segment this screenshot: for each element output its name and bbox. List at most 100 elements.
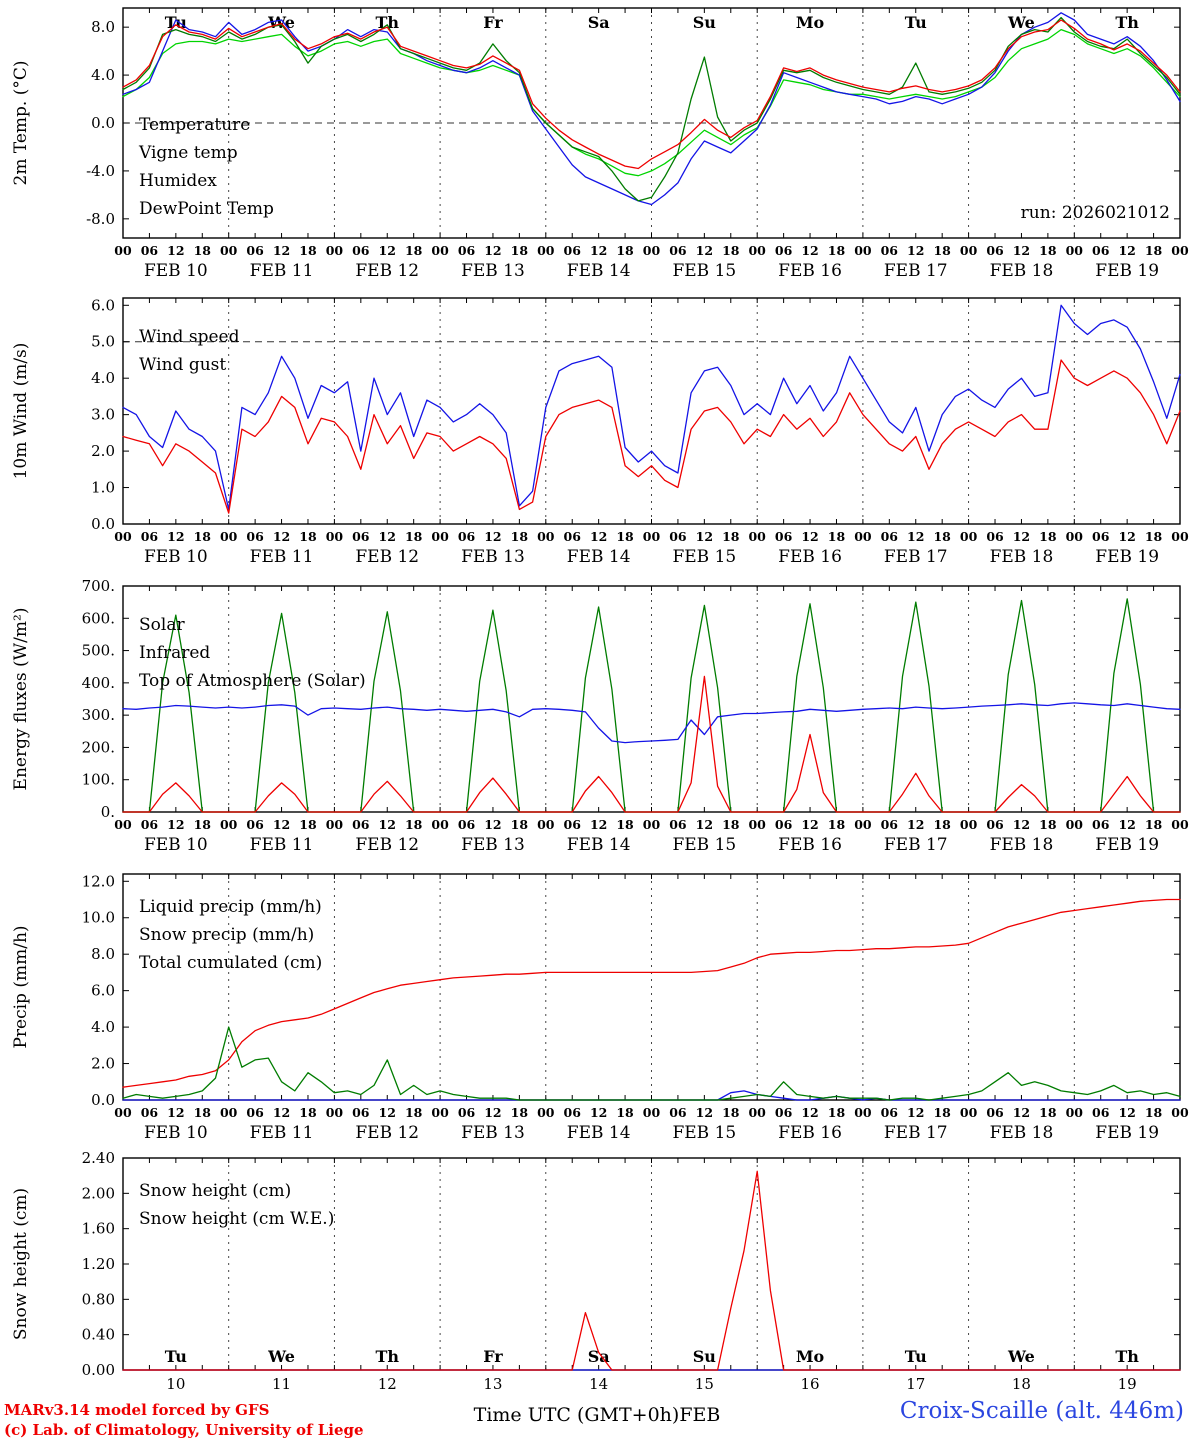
svg-text:00: 00 xyxy=(114,243,132,258)
svg-text:Mo: Mo xyxy=(796,1347,825,1366)
svg-text:06: 06 xyxy=(141,1105,159,1120)
svg-text:4.0: 4.0 xyxy=(91,66,115,84)
svg-text:06: 06 xyxy=(141,529,159,544)
svg-text:12: 12 xyxy=(167,243,184,258)
svg-text:06: 06 xyxy=(352,1105,370,1120)
svg-text:12: 12 xyxy=(1118,1105,1135,1120)
svg-text:00: 00 xyxy=(643,529,661,544)
svg-text:18: 18 xyxy=(1145,243,1163,258)
svg-text:18: 18 xyxy=(194,1105,212,1120)
svg-text:FEB 16: FEB 16 xyxy=(778,1123,842,1143)
svg-text:00: 00 xyxy=(431,1105,449,1120)
svg-text:12: 12 xyxy=(801,529,818,544)
svg-text:06: 06 xyxy=(669,529,687,544)
svg-text:18: 18 xyxy=(511,1105,529,1120)
svg-text:Tu: Tu xyxy=(165,1347,187,1366)
svg-text:00: 00 xyxy=(1171,1105,1189,1120)
svg-text:We: We xyxy=(267,1347,295,1366)
y-axis-title-temperature: 2m Temp. (°C) xyxy=(11,60,31,185)
svg-text:00: 00 xyxy=(960,529,978,544)
svg-text:15: 15 xyxy=(695,1375,714,1393)
svg-text:18: 18 xyxy=(194,529,212,544)
svg-text:FEB 17: FEB 17 xyxy=(884,1123,948,1143)
svg-text:00: 00 xyxy=(114,817,132,832)
svg-text:12: 12 xyxy=(907,243,924,258)
svg-text:18: 18 xyxy=(1012,1375,1031,1393)
svg-text:18: 18 xyxy=(1039,817,1057,832)
svg-text:06: 06 xyxy=(564,243,582,258)
svg-text:00: 00 xyxy=(1066,817,1084,832)
svg-text:00: 00 xyxy=(220,243,238,258)
svg-text:2.40: 2.40 xyxy=(82,1149,115,1167)
svg-text:18: 18 xyxy=(933,243,951,258)
y-axis-title-snow: Snow height (cm) xyxy=(11,1188,31,1340)
svg-text:FEB 19: FEB 19 xyxy=(1095,1123,1159,1143)
svg-text:FEB 14: FEB 14 xyxy=(567,261,631,281)
svg-text:FEB 15: FEB 15 xyxy=(672,261,736,281)
svg-text:17: 17 xyxy=(906,1375,925,1393)
svg-text:00: 00 xyxy=(326,529,344,544)
svg-text:0.0: 0.0 xyxy=(91,1091,115,1109)
svg-text:00: 00 xyxy=(537,243,555,258)
svg-text:18: 18 xyxy=(616,1105,634,1120)
svg-text:00: 00 xyxy=(326,1105,344,1120)
svg-text:18: 18 xyxy=(511,529,529,544)
svg-text:00: 00 xyxy=(1066,1105,1084,1120)
svg-text:12: 12 xyxy=(696,243,713,258)
svg-text:00: 00 xyxy=(431,817,449,832)
svg-text:DewPoint Temp: DewPoint Temp xyxy=(139,199,274,219)
svg-text:18: 18 xyxy=(828,529,846,544)
svg-text:12: 12 xyxy=(167,1105,184,1120)
svg-text:06: 06 xyxy=(1092,1105,1110,1120)
svg-text:Vigne temp: Vigne temp xyxy=(138,143,238,163)
svg-text:300.: 300. xyxy=(82,706,115,724)
svg-text:0.0: 0.0 xyxy=(91,114,115,132)
svg-text:00: 00 xyxy=(643,1105,661,1120)
svg-text:12: 12 xyxy=(484,243,501,258)
svg-text:18: 18 xyxy=(828,817,846,832)
svg-text:FEB 16: FEB 16 xyxy=(778,547,842,567)
svg-text:18: 18 xyxy=(405,1105,423,1120)
svg-text:Liquid precip (mm/h): Liquid precip (mm/h) xyxy=(139,897,322,917)
svg-text:16: 16 xyxy=(801,1375,820,1393)
svg-text:Tu: Tu xyxy=(905,1347,927,1366)
svg-text:00: 00 xyxy=(431,529,449,544)
svg-text:0.40: 0.40 xyxy=(82,1326,115,1344)
svg-text:FEB 18: FEB 18 xyxy=(990,547,1054,567)
svg-text:2.0: 2.0 xyxy=(91,1055,115,1073)
svg-text:18: 18 xyxy=(405,817,423,832)
svg-text:12: 12 xyxy=(379,529,396,544)
svg-text:18: 18 xyxy=(722,529,740,544)
svg-text:06: 06 xyxy=(246,817,264,832)
svg-text:12: 12 xyxy=(801,817,818,832)
svg-text:Fr: Fr xyxy=(483,1347,503,1366)
svg-text:12: 12 xyxy=(696,529,713,544)
svg-text:500.: 500. xyxy=(82,642,115,660)
svg-text:18: 18 xyxy=(616,243,634,258)
svg-text:FEB 10: FEB 10 xyxy=(144,1123,208,1143)
svg-text:FEB 12: FEB 12 xyxy=(355,547,419,567)
svg-text:00: 00 xyxy=(1171,817,1189,832)
svg-text:00: 00 xyxy=(748,243,766,258)
svg-text:18: 18 xyxy=(511,243,529,258)
svg-text:FEB 19: FEB 19 xyxy=(1095,547,1159,567)
x-axis-title-time: Time UTC (GMT+0h)FEB xyxy=(473,1404,721,1426)
model-credit-line2: (c) Lab. of Climatology, University of L… xyxy=(4,1421,364,1439)
svg-text:FEB 13: FEB 13 xyxy=(461,835,525,855)
precip-chart: Precip (mm/h) 0.0 2.0 4.0 6.0 8.0 10.0 12.0 00 0… xyxy=(11,872,1189,1143)
svg-text:5.0: 5.0 xyxy=(91,333,115,351)
svg-text:12: 12 xyxy=(590,529,607,544)
svg-text:12: 12 xyxy=(1013,529,1030,544)
svg-text:06: 06 xyxy=(986,529,1004,544)
svg-text:1.60: 1.60 xyxy=(82,1220,115,1238)
svg-text:12: 12 xyxy=(590,1105,607,1120)
svg-text:00: 00 xyxy=(854,243,872,258)
svg-text:06: 06 xyxy=(986,817,1004,832)
svg-text:0.00: 0.00 xyxy=(82,1361,115,1379)
svg-text:FEB 13: FEB 13 xyxy=(461,547,525,567)
svg-text:700.: 700. xyxy=(82,577,115,595)
svg-text:Mo: Mo xyxy=(796,13,825,32)
svg-text:run: 2026021012: run: 2026021012 xyxy=(1021,203,1170,223)
svg-text:Humidex: Humidex xyxy=(139,171,217,191)
svg-text:12: 12 xyxy=(1013,817,1030,832)
